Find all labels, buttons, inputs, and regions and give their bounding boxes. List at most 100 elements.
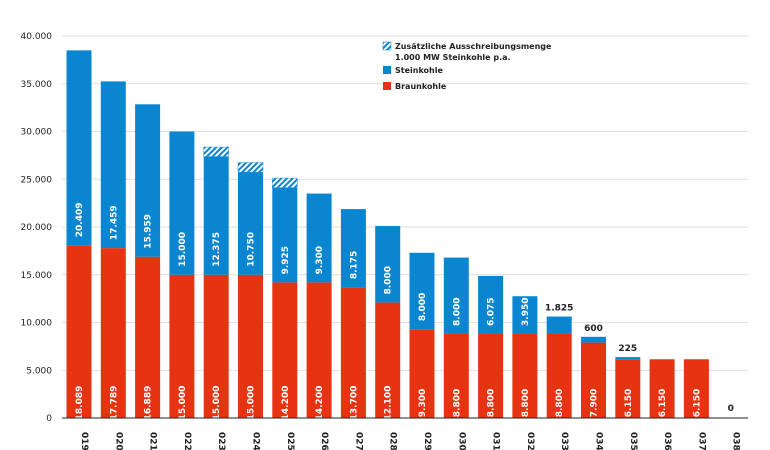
bar-steinkohle: [272, 187, 298, 283]
x-axis: 019 020 021 022 023 024 025 026 027 028 029 030 031 0…: [62, 417, 748, 450]
data-label-braunkohle: 15.000: [247, 386, 257, 421]
data-label-steinkohle: 3.950: [521, 297, 531, 325]
bar-steinkohle: [100, 81, 126, 249]
y-tick-label: 25.000: [21, 175, 53, 185]
x-tick-label: 023: [216, 432, 226, 450]
bar-braunkohle: [649, 359, 675, 418]
data-label-steinkohle: 600: [584, 324, 603, 334]
data-label-steinkohle: 9.300: [315, 246, 325, 274]
bar-steinkohle: [409, 252, 435, 330]
data-label-steinkohle: 8.000: [384, 266, 394, 294]
bar-zusaetzliche-menge: [272, 177, 298, 188]
x-tick-label: 033: [559, 432, 569, 450]
data-label-braunkohle: 6.150: [692, 389, 702, 417]
x-tick-label: 038: [731, 432, 741, 450]
x-tick-label: 031: [491, 432, 501, 450]
data-label-steinkohle: 17.459: [109, 205, 119, 240]
bar-braunkohle: [512, 333, 538, 418]
value-labels: 18.089 20.409 17.789 17.459 16.889 15.959 15.0…: [75, 203, 734, 421]
bar-braunkohle: [203, 274, 229, 418]
legend-label-steinkohle: Steinkohle: [395, 66, 443, 75]
x-tick-label: 035: [628, 432, 638, 450]
bar-braunkohle: [615, 359, 641, 418]
bar-braunkohle: [100, 248, 126, 418]
data-label-braunkohle: 18.089: [75, 386, 85, 421]
y-axis: 0 5.000 10.000 15.000 20.000 25.000 30.000 35.0…: [21, 32, 53, 424]
data-label-braunkohle: 8.800: [452, 389, 462, 417]
bar-braunkohle: [135, 256, 161, 418]
legend-label-braunkohle: Braunkohle: [395, 82, 447, 91]
bar-braunkohle: [169, 274, 195, 418]
bar-braunkohle: [340, 287, 366, 418]
x-tick-label: 022: [182, 432, 192, 450]
bar-steinkohle: [546, 316, 572, 334]
x-tick-label: 028: [388, 432, 398, 450]
bar-braunkohle: [478, 333, 504, 418]
bar-braunkohle: [375, 302, 401, 418]
x-tick-label: 024: [251, 432, 261, 450]
y-tick-label: 30.000: [21, 128, 53, 138]
y-tick-label: 20.000: [21, 223, 53, 233]
legend-swatch-steinkohle: [383, 66, 391, 74]
data-label-braunkohle: 15.000: [212, 386, 222, 421]
data-label-braunkohle: 6.150: [624, 389, 634, 417]
x-tick-label: 036: [662, 432, 672, 450]
bar-braunkohle: [443, 333, 469, 418]
y-tick-label: 35.000: [21, 80, 53, 90]
bar-steinkohle: [512, 296, 538, 334]
x-tick-label: 020: [113, 432, 123, 450]
y-tick-label: 10.000: [21, 319, 53, 329]
data-label-steinkohle: 10.750: [247, 232, 257, 267]
y-tick-label: 5.000: [26, 366, 52, 376]
x-tick-label: 027: [353, 432, 363, 450]
legend-label-zusaetzliche-menge: Zusätzliche Ausschreibungsmenge: [395, 42, 552, 51]
bar-zusaetzliche-menge: [203, 146, 229, 157]
x-tick-label: 030: [456, 432, 466, 450]
data-label-steinkohle: 225: [618, 344, 637, 354]
data-label-braunkohle: 8.800: [521, 389, 531, 417]
bar-steinkohle: [478, 275, 504, 334]
data-label-total: 0: [728, 404, 734, 414]
bars: [66, 50, 709, 418]
bar-steinkohle: [340, 209, 366, 288]
data-label-steinkohle: 15.959: [144, 214, 154, 249]
bar-steinkohle: [375, 226, 401, 303]
data-label-braunkohle: 14.200: [281, 386, 291, 421]
data-label-steinkohle: 8.000: [452, 297, 462, 325]
data-label-steinkohle: 8.000: [418, 293, 428, 321]
data-label-steinkohle: 6.075: [487, 297, 497, 325]
data-label-steinkohle: 1.825: [545, 304, 573, 314]
x-tick-label: 037: [696, 432, 706, 450]
legend-swatch-braunkohle: [383, 82, 391, 90]
data-label-steinkohle: 15.000: [178, 232, 188, 267]
bar-braunkohle: [66, 245, 92, 418]
data-label-braunkohle: 16.889: [144, 386, 154, 421]
data-label-steinkohle: 20.409: [75, 203, 85, 238]
data-label-braunkohle: 8.800: [487, 389, 497, 417]
data-label-steinkohle: 8.175: [349, 251, 359, 279]
x-tick-label: 034: [594, 432, 604, 450]
data-label-braunkohle: 6.150: [658, 389, 668, 417]
bar-braunkohle: [409, 329, 435, 418]
x-tick-label: 029: [422, 432, 432, 450]
legend: Zusätzliche Ausschreibungsmenge 1.000 MW …: [382, 41, 552, 91]
bar-steinkohle: [135, 104, 161, 257]
x-tick-label: 026: [319, 432, 329, 450]
data-label-braunkohle: 7.900: [590, 389, 600, 417]
bar-steinkohle: [306, 193, 332, 283]
bar-braunkohle: [683, 359, 709, 418]
x-tick-label: 021: [148, 432, 158, 450]
x-tick-label: 025: [285, 432, 295, 450]
bar-steinkohle: [581, 336, 606, 343]
data-label-braunkohle: 15.000: [178, 386, 188, 421]
y-tick-label: 15.000: [21, 271, 53, 281]
bar-steinkohle: [615, 357, 641, 360]
bar-zusaetzliche-menge: [237, 162, 264, 173]
bar-steinkohle: [66, 50, 92, 246]
legend-label-zusaetzliche-menge-sub: 1.000 MW Steinkohle p.a.: [395, 53, 511, 62]
data-label-braunkohle: 14.200: [315, 386, 325, 421]
bar-braunkohle: [238, 274, 263, 418]
legend-swatch-hatched: [382, 41, 392, 51]
data-label-braunkohle: 8.800: [555, 389, 565, 417]
